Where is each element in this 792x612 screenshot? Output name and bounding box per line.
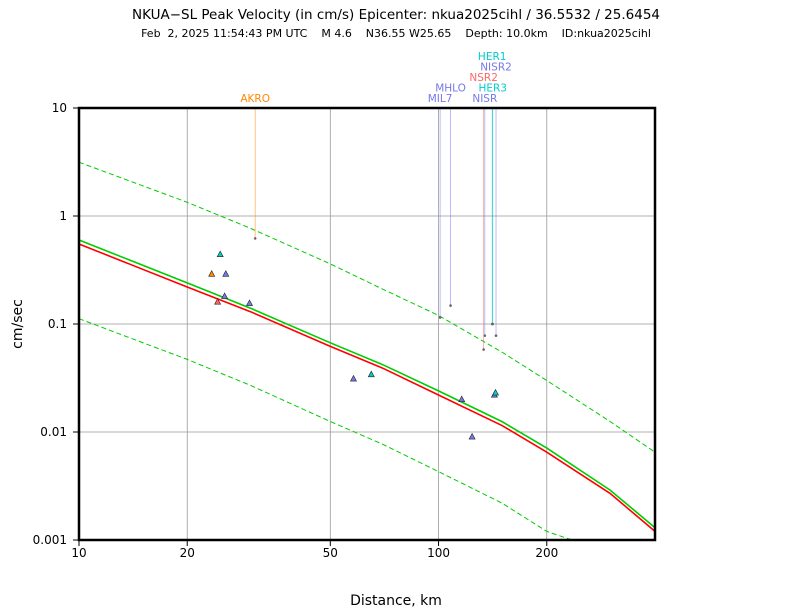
flag-label-mhlo: MHLO — [435, 83, 466, 95]
curve-median-alt — [78, 239, 656, 529]
station-marker — [491, 388, 500, 396]
flag-point-nsr2 — [482, 348, 485, 351]
station-marker — [367, 370, 375, 378]
curve-lower — [78, 318, 573, 541]
station-marker — [468, 432, 476, 440]
y-tick-label: 1 — [59, 209, 67, 223]
station-marker — [458, 395, 466, 403]
station-marker — [216, 250, 224, 258]
flag-point-mhlo — [449, 304, 452, 307]
flag-point-nisr — [483, 334, 487, 337]
station-marker — [208, 270, 216, 277]
station-marker — [222, 270, 230, 277]
flag-point-mil7 — [438, 316, 442, 319]
y-tick-label: 10 — [52, 101, 67, 115]
flag-point-nisr2 — [494, 334, 498, 337]
axis-ticks: 10 20 50 100 200 0.001 0.01 0.1 1 10 — [33, 101, 559, 560]
flag-label-akro: AKRO — [240, 93, 270, 105]
x-tick-label: 100 — [427, 546, 450, 560]
station-marker — [349, 374, 358, 382]
y-tick-label: 0.1 — [48, 317, 67, 331]
flag-label-mil7: MIL7 — [428, 93, 453, 105]
station-markers — [208, 250, 500, 440]
flag-label-nsr2: NSR2 — [469, 72, 498, 84]
curves — [78, 161, 656, 541]
x-tick-label: 20 — [180, 546, 195, 560]
x-tick-label: 200 — [535, 546, 558, 560]
curve-upper — [78, 161, 656, 453]
grid — [79, 108, 655, 540]
y-axis-label: cm/sec — [10, 299, 26, 349]
flag-label-her3: HER3 — [478, 83, 507, 95]
flag-point-her1 — [490, 322, 494, 326]
station-marker — [245, 299, 254, 306]
chart-title: NKUA−SL Peak Velocity (in cm/s) Epicente… — [132, 7, 660, 23]
x-tick-label: 50 — [323, 546, 338, 560]
flag-point-akro — [253, 237, 257, 240]
x-tick-label: 10 — [71, 546, 86, 560]
station-marker — [221, 292, 229, 299]
y-tick-label: 0.01 — [40, 425, 67, 439]
flag-label-nisr: NISR — [472, 93, 497, 105]
curve-median — [78, 243, 656, 533]
chart-subtitle: Feb 2, 2025 11:54:43 PM UTC M 4.6 N36.55… — [141, 27, 651, 40]
flag-label-nisr2: NISR2 — [480, 62, 512, 74]
y-tick-label: 0.001 — [33, 533, 67, 547]
x-axis-label: Distance, km — [350, 593, 442, 609]
station-marker — [214, 297, 222, 305]
flag-label-her1: HER1 — [478, 51, 507, 63]
